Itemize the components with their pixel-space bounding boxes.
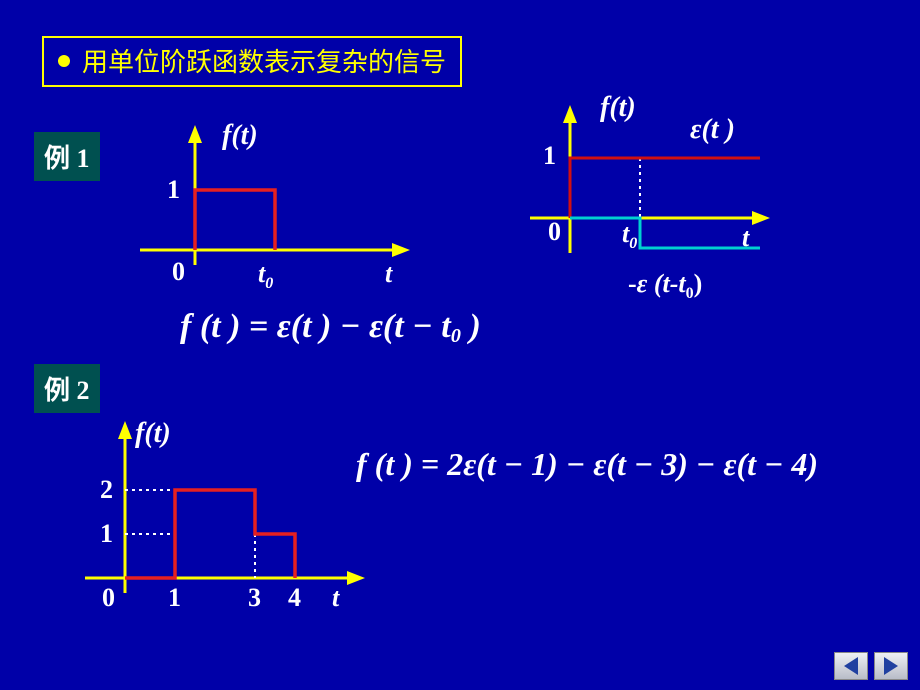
svg-text:4: 4 xyxy=(288,583,301,612)
svg-text:3: 3 xyxy=(248,583,261,612)
svg-text:t0: t0 xyxy=(258,259,273,292)
svg-text:-ε (t-t0): -ε (t-t0) xyxy=(628,269,702,302)
svg-text:t0: t0 xyxy=(622,219,637,252)
svg-text:1: 1 xyxy=(100,519,113,548)
svg-text:2: 2 xyxy=(100,475,113,504)
plot-1: f(t) 1 0 t0 t xyxy=(120,100,420,300)
plot-3: f(t) 2 1 0 1 3 4 t xyxy=(70,408,380,618)
svg-text:0: 0 xyxy=(102,583,115,612)
example-2-badge: 例 2 xyxy=(34,364,100,413)
title-text: 用单位阶跃函数表示复杂的信号 xyxy=(82,42,446,79)
example-1-badge: 例 1 xyxy=(34,132,100,181)
svg-text:ε(t ): ε(t ) xyxy=(690,114,735,145)
svg-text:t: t xyxy=(742,223,750,252)
nav-buttons xyxy=(834,652,908,680)
arrow-right-icon xyxy=(884,657,898,675)
svg-text:0: 0 xyxy=(548,217,561,246)
svg-text:t: t xyxy=(385,259,393,288)
prev-button[interactable] xyxy=(834,652,868,680)
svg-text:f(t): f(t) xyxy=(222,120,258,151)
plot-2: f(t) ε(t ) 1 0 t0 t -ε (t-t0) xyxy=(510,88,810,308)
equation-2: f (t ) = 2ε(t − 1) − ε(t − 3) − ε(t − 4) xyxy=(356,446,818,483)
svg-text:1: 1 xyxy=(168,583,181,612)
svg-text:1: 1 xyxy=(167,175,180,204)
equation-1: f (t ) = ε(t ) − ε(t − t0 ) xyxy=(180,308,481,348)
svg-text:1: 1 xyxy=(543,141,556,170)
title-box: 用单位阶跃函数表示复杂的信号 xyxy=(42,36,462,87)
svg-text:f(t): f(t) xyxy=(135,418,171,449)
svg-text:t: t xyxy=(332,583,340,612)
next-button[interactable] xyxy=(874,652,908,680)
bullet-icon xyxy=(58,55,70,67)
svg-text:f(t): f(t) xyxy=(600,92,636,123)
svg-text:0: 0 xyxy=(172,257,185,286)
arrow-left-icon xyxy=(844,657,858,675)
